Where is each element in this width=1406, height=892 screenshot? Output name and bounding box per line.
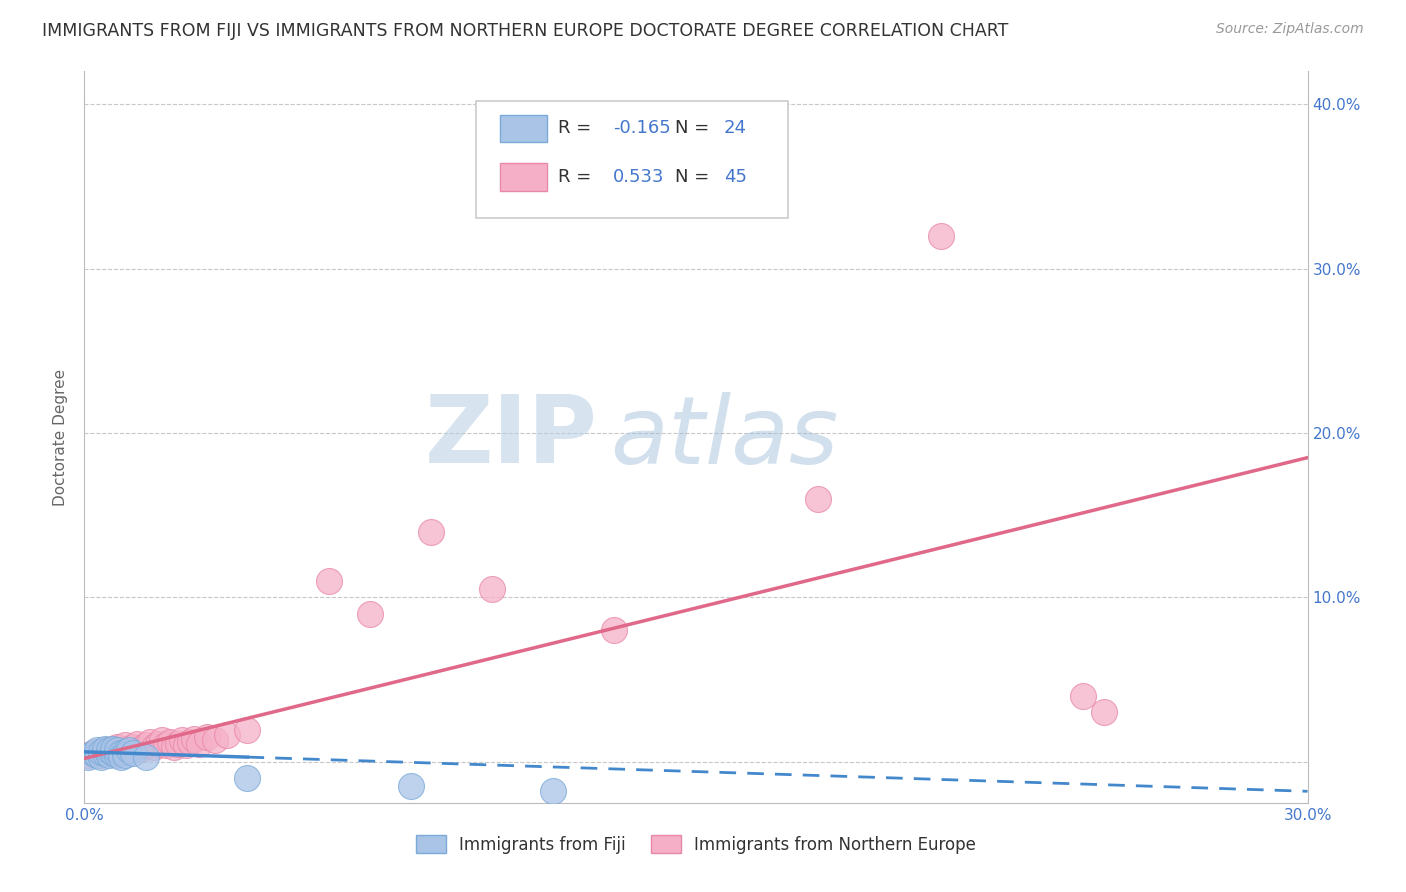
FancyBboxPatch shape [501,114,547,143]
Point [77,748,100,763]
Point [97,748,120,763]
Point [807,491,830,506]
Point [105,739,128,754]
Text: atlas: atlas [610,392,838,483]
Point [82,747,104,761]
Legend: Immigrants from Fiji, Immigrants from Northern Europe: Immigrants from Fiji, Immigrants from No… [409,829,983,860]
Point [122,739,145,754]
Text: 0.533: 0.533 [613,168,664,186]
Point [122,747,145,761]
Text: R =: R = [558,168,596,186]
Point [101,741,124,756]
Point [114,741,136,756]
Point [217,728,239,742]
Point [114,739,136,753]
Point [187,737,209,751]
Point [183,731,205,746]
Point [114,745,136,759]
Point [93,741,115,756]
Text: N =: N = [675,119,716,136]
Point [138,735,160,749]
Point [97,745,120,759]
Point [82,747,104,761]
Point [543,784,565,798]
Text: 24: 24 [724,119,747,136]
Point [86,745,108,759]
Point [163,739,186,754]
Point [127,737,149,751]
Text: ZIP: ZIP [425,391,598,483]
Point [77,749,100,764]
Point [105,743,128,757]
Point [101,747,124,761]
Point [93,743,115,757]
Point [150,733,173,747]
Point [93,747,115,761]
Point [179,735,201,749]
Text: R =: R = [558,119,596,136]
Y-axis label: Doctorate Degree: Doctorate Degree [53,368,69,506]
Point [929,228,952,243]
Point [155,739,177,753]
Point [399,780,422,794]
Text: -0.165: -0.165 [613,119,671,136]
Point [174,739,197,753]
Point [236,771,259,785]
Point [90,749,112,764]
Point [93,747,115,761]
Point [110,749,132,764]
Point [90,748,112,763]
Point [118,743,141,757]
Point [131,741,153,756]
Point [1092,706,1115,720]
Text: IMMIGRANTS FROM FIJI VS IMMIGRANTS FROM NORTHERN EUROPE DOCTORATE DEGREE CORRELA: IMMIGRANTS FROM FIJI VS IMMIGRANTS FROM … [42,22,1008,40]
Point [101,741,124,756]
Point [110,745,132,759]
Point [318,574,340,588]
Point [86,743,108,757]
Point [101,747,124,761]
Point [110,747,132,761]
Point [172,733,194,747]
Point [105,748,128,763]
Point [86,748,108,763]
Point [204,733,226,747]
Point [1073,689,1095,703]
Point [420,524,443,539]
Text: 45: 45 [724,168,747,186]
Point [135,749,157,764]
Point [114,748,136,763]
Point [236,723,259,738]
Point [90,745,112,759]
Point [159,735,181,749]
Point [142,739,165,754]
Text: Source: ZipAtlas.com: Source: ZipAtlas.com [1216,22,1364,37]
FancyBboxPatch shape [501,163,547,191]
Point [195,730,218,744]
Text: N =: N = [675,168,716,186]
Point [118,743,141,757]
Point [105,743,128,757]
Point [359,607,381,621]
Point [481,582,503,596]
Point [135,739,157,753]
Point [97,743,120,757]
Point [167,737,190,751]
Point [146,737,169,751]
FancyBboxPatch shape [475,101,787,218]
Point [603,624,626,638]
